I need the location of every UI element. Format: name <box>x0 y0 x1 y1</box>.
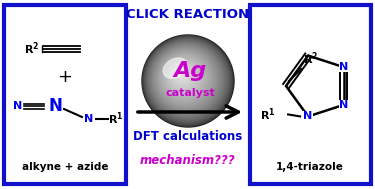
Circle shape <box>148 41 226 119</box>
Circle shape <box>146 39 229 122</box>
Circle shape <box>164 57 205 98</box>
Circle shape <box>172 65 194 86</box>
Circle shape <box>145 38 230 123</box>
Text: 1,4-triazole: 1,4-triazole <box>276 162 344 172</box>
Circle shape <box>171 64 195 88</box>
Circle shape <box>166 59 201 94</box>
Circle shape <box>148 42 225 118</box>
Text: N: N <box>13 101 22 111</box>
Circle shape <box>158 51 212 105</box>
Circle shape <box>155 48 216 109</box>
Circle shape <box>147 40 227 120</box>
Text: $+$: $+$ <box>57 68 73 86</box>
Text: N: N <box>84 114 94 124</box>
Circle shape <box>163 56 206 99</box>
Circle shape <box>178 71 186 78</box>
Circle shape <box>165 58 202 95</box>
Text: alkyne + azide: alkyne + azide <box>22 162 108 172</box>
Text: mechanism???: mechanism??? <box>140 154 236 167</box>
Text: $\mathbf{R^1}$: $\mathbf{R^1}$ <box>260 106 275 123</box>
Circle shape <box>151 44 222 115</box>
Circle shape <box>170 63 196 89</box>
Circle shape <box>160 53 210 103</box>
Circle shape <box>167 60 200 93</box>
Text: N: N <box>339 100 348 110</box>
Text: CLICK REACTION: CLICK REACTION <box>126 9 250 22</box>
FancyBboxPatch shape <box>4 5 126 184</box>
Circle shape <box>175 68 190 83</box>
Text: Ag: Ag <box>173 61 207 81</box>
Text: $\mathbf{R^2}$: $\mathbf{R^2}$ <box>24 41 40 57</box>
Text: N: N <box>339 62 348 72</box>
Circle shape <box>177 70 187 80</box>
Circle shape <box>162 55 207 100</box>
Circle shape <box>159 52 211 104</box>
Circle shape <box>161 54 209 101</box>
Circle shape <box>143 36 232 125</box>
Text: N: N <box>303 112 313 122</box>
Circle shape <box>160 53 209 102</box>
Text: $\mathbf{R^2}$: $\mathbf{R^2}$ <box>303 51 319 67</box>
Circle shape <box>162 55 207 101</box>
Circle shape <box>180 74 182 75</box>
Circle shape <box>175 68 189 82</box>
Circle shape <box>165 58 203 96</box>
Circle shape <box>156 49 214 108</box>
Circle shape <box>176 69 188 81</box>
Circle shape <box>154 47 218 111</box>
Circle shape <box>142 35 234 127</box>
Text: catalyst: catalyst <box>165 88 215 98</box>
Circle shape <box>178 71 184 78</box>
Circle shape <box>152 45 221 114</box>
Circle shape <box>164 57 204 97</box>
Circle shape <box>147 40 228 121</box>
Ellipse shape <box>163 58 187 78</box>
Circle shape <box>145 38 231 123</box>
Text: DFT calculations: DFT calculations <box>134 130 243 143</box>
Circle shape <box>172 66 192 86</box>
Circle shape <box>179 72 184 77</box>
Circle shape <box>180 73 183 76</box>
Circle shape <box>167 60 201 94</box>
Circle shape <box>158 51 213 106</box>
Circle shape <box>154 47 217 110</box>
Circle shape <box>169 62 198 91</box>
Circle shape <box>174 67 191 84</box>
Circle shape <box>149 42 224 117</box>
Circle shape <box>150 43 224 116</box>
Circle shape <box>157 50 214 107</box>
Circle shape <box>153 46 219 112</box>
Circle shape <box>152 45 220 113</box>
Circle shape <box>168 61 199 92</box>
Circle shape <box>144 37 231 124</box>
Circle shape <box>177 70 186 79</box>
Text: N: N <box>48 97 62 115</box>
Circle shape <box>170 62 197 90</box>
Circle shape <box>150 43 222 115</box>
Text: $\mathbf{R^1}$: $\mathbf{R^1}$ <box>108 111 124 127</box>
Circle shape <box>156 49 216 108</box>
FancyBboxPatch shape <box>250 5 371 184</box>
Circle shape <box>173 66 192 85</box>
Circle shape <box>142 36 233 126</box>
Circle shape <box>171 64 194 87</box>
